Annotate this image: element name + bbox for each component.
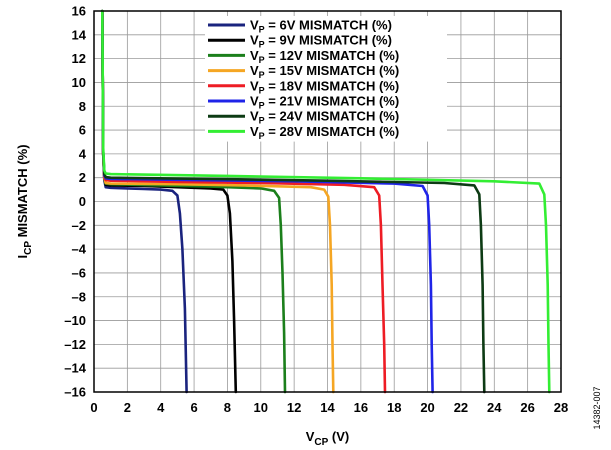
x-tick-label: 2 <box>124 400 131 415</box>
legend-entry-text: = 15V MISMATCH (%) <box>265 63 399 78</box>
y-tick-label: 12 <box>72 51 86 66</box>
legend-entry-text: = 9V MISMATCH (%) <box>265 33 392 48</box>
legend: VP = 6V MISMATCH (%)VP = 9V MISMATCH (%)… <box>205 16 447 142</box>
legend-entry: VP = 28V MISMATCH (%) <box>250 124 399 141</box>
y-tick-label: 10 <box>72 75 86 90</box>
legend-entry: VP = 15V MISMATCH (%) <box>250 63 399 80</box>
y-tick-label: 0 <box>79 194 86 209</box>
x-tick-label: 4 <box>157 400 165 415</box>
legend-entry-sub: P <box>259 116 265 126</box>
x-axis-label-unit: (V) <box>328 429 349 444</box>
legend-entry-sub: P <box>259 25 265 35</box>
x-tick-label: 18 <box>387 400 401 415</box>
legend-entry-main: V <box>250 33 259 48</box>
plot-frame <box>93 10 562 393</box>
legend-box <box>205 16 447 142</box>
figure-number: 14382-007 <box>592 386 602 429</box>
x-axis-label-main: V <box>306 429 315 444</box>
y-tick-label: –16 <box>64 385 86 400</box>
legend-entry-sub: P <box>259 131 265 141</box>
legend-entry-main: V <box>250 18 259 33</box>
legend-entry: VP = 6V MISMATCH (%) <box>250 18 392 35</box>
x-axis-label-sub: CP <box>314 437 328 448</box>
legend-entry: VP = 12V MISMATCH (%) <box>250 48 399 65</box>
legend-entry: VP = 24V MISMATCH (%) <box>250 109 399 126</box>
x-tick-label: 0 <box>90 400 97 415</box>
y-tick-label: –2 <box>72 218 86 233</box>
y-axis-label: ICP MISMATCH (%) <box>15 144 34 258</box>
legend-entry-sub: P <box>259 70 265 80</box>
series-layer <box>101 9 551 394</box>
y-tick-label: –4 <box>72 242 87 257</box>
legend-entry-main: V <box>250 94 259 109</box>
legend-entry: VP = 18V MISMATCH (%) <box>250 78 399 95</box>
y-tick-label: –10 <box>64 313 86 328</box>
y-tick-label: 2 <box>79 170 86 185</box>
y-tick-label: –8 <box>72 289 86 304</box>
legend-entry-sub: P <box>259 85 265 95</box>
y-axis-label-sub: CP <box>23 241 34 255</box>
legend-entry-text: = 24V MISMATCH (%) <box>265 109 399 124</box>
x-tick-label: 28 <box>554 400 568 415</box>
legend-entry-main: V <box>250 78 259 93</box>
y-tick-label: –12 <box>64 337 86 352</box>
series-line-8 <box>101 9 551 394</box>
legend-entry-text: = 28V MISMATCH (%) <box>265 124 399 139</box>
x-tick-label: 12 <box>287 400 301 415</box>
legend-entry-text: = 18V MISMATCH (%) <box>265 78 399 93</box>
x-tick-label: 24 <box>487 400 502 415</box>
x-tick-labels: 0 2 4 6 8 10 12 14 16 18 20 22 24 26 28 <box>90 400 568 415</box>
x-tick-label: 26 <box>520 400 534 415</box>
legend-entry-sub: P <box>259 101 265 111</box>
y-axis-label-unit: MISMATCH (%) <box>15 144 30 241</box>
legend-entry-main: V <box>250 109 259 124</box>
series-line-7 <box>101 9 486 394</box>
y-tick-label: 16 <box>72 4 86 19</box>
legend-entry: VP = 21V MISMATCH (%) <box>250 94 399 111</box>
y-tick-label: 6 <box>79 123 86 138</box>
legend-entry-main: V <box>250 48 259 63</box>
x-tick-label: 10 <box>254 400 268 415</box>
x-tick-label: 6 <box>190 400 197 415</box>
x-tick-label: 16 <box>354 400 368 415</box>
y-tick-labels: 16 14 12 10 8 6 4 2 0 –2 –4 –6 –8 –10 –12 –14 –16 <box>64 4 86 400</box>
y-tick-label: 14 <box>72 27 87 42</box>
x-tick-label: 22 <box>454 400 468 415</box>
x-tick-label: 8 <box>224 400 231 415</box>
legend-entry-text: = 12V MISMATCH (%) <box>265 48 399 63</box>
legend-entry-main: V <box>250 124 259 139</box>
y-tick-label: –14 <box>64 361 86 376</box>
y-tick-label: –6 <box>72 265 86 280</box>
legend-entry-sub: P <box>259 40 265 50</box>
y-tick-label: 8 <box>79 99 86 114</box>
legend-entry-text: = 21V MISMATCH (%) <box>265 94 399 109</box>
legend-entry-main: V <box>250 63 259 78</box>
x-axis-label: VCP (V) <box>306 429 350 448</box>
legend-entry-text: = 6V MISMATCH (%) <box>265 18 392 33</box>
x-tick-label: 20 <box>420 400 434 415</box>
x-tick-label: 14 <box>320 400 335 415</box>
y-tick-label: 4 <box>79 146 87 161</box>
y-axis-label-main: I <box>15 255 30 259</box>
legend-entry: VP = 9V MISMATCH (%) <box>250 33 392 50</box>
legend-entry-sub: P <box>259 55 265 65</box>
